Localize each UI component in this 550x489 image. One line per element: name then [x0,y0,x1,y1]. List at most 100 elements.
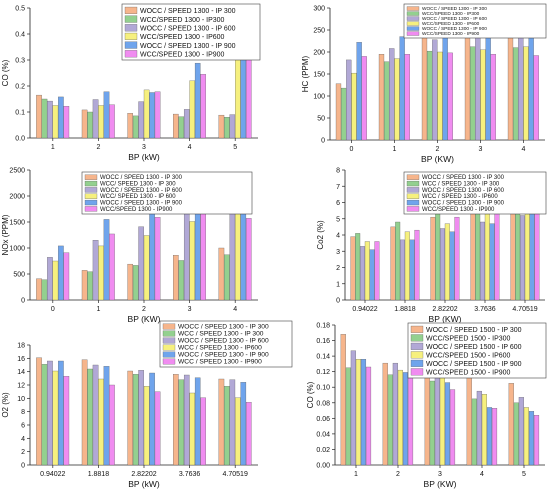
bar [178,379,185,466]
y-tick-label: 1500 [9,220,25,227]
x-axis-label: BP (kW) [128,479,160,489]
bar [173,113,179,139]
x-axis-label: BP (KW) [429,314,462,324]
bar [36,278,42,301]
y-tick-label: 0.4 [15,32,25,39]
legend-swatch [406,174,420,180]
legend-label: WCC / SPEED 1300 - IP900 [178,359,262,366]
bar [178,116,185,139]
legend-label: WCC / SPEED 1300 - IP 300 [422,182,500,188]
legend-swatch [162,351,176,358]
bar [41,98,48,139]
bar [471,398,477,466]
bar [189,221,196,301]
y-axis-label: CO (%) [306,381,315,408]
legend-swatch [162,323,176,330]
bar [92,240,99,301]
x-tick-label: 4 [522,146,526,153]
bar [87,111,93,139]
bar [402,372,409,466]
bar [382,362,388,466]
y-tick-label: 0.5 [15,6,25,13]
bar [189,80,196,139]
y-tick-label: 300 [313,6,325,13]
bar [355,359,361,466]
bar [481,394,487,466]
bar [173,374,179,466]
y-tick-label: 18 [17,343,25,350]
legend-label: WOCC / SPEED 1300 - IP 900 [140,43,236,50]
y-tick-label: 0.12 [316,369,330,376]
legend-label: WCC/SPEED 1300 - IP900 [140,51,225,58]
bar [374,241,380,301]
x-tick-label: 2 [396,471,400,478]
bar [520,215,525,301]
bar [81,270,88,301]
bar [494,205,500,301]
legend-label: WOCC / SPEED 1300 - IP 600 [422,16,487,22]
bar [63,106,70,139]
legend-swatch [124,32,138,40]
y-tick-label: 7 [336,184,340,191]
bar [98,245,104,301]
legend-swatch [406,187,420,193]
bar [533,55,539,141]
x-tick-label: 2 [96,144,100,151]
y-tick-label: 16 [17,356,25,363]
legend-swatch [406,31,420,36]
legend-label: WCC/SPEED 1500 - IP300 [426,335,511,342]
legend: WOCC / SPEED 1300 - IP 300 WCC/SPEED 1300… [121,3,261,61]
bar [52,370,59,466]
legend-label: WOCC / SPEED 1300 - IP 900 [100,201,183,207]
bar [189,392,196,466]
bar [240,382,247,466]
bar [429,380,435,466]
legend-label: WOCC / SPEED 1300 - IP 900 [422,201,505,207]
y-axis-label: O2 (%) [1,392,10,418]
legend-frame [81,171,253,215]
bar [466,376,472,466]
x-tick-label: 5 [522,471,526,478]
legend-label: WCC/ SPEED 1300 - IP 300 [100,182,176,188]
bar [444,223,450,301]
bar [350,236,356,301]
bar [394,58,400,141]
bar [154,391,161,466]
y-tick-label: 4 [336,233,340,240]
legend-frame [403,171,547,215]
bar [138,101,144,139]
bar [529,208,535,301]
bar [173,255,179,301]
bar [407,375,414,466]
legend-swatch [410,334,424,342]
x-tick-label: 5 [233,144,237,151]
legend-swatch [406,21,420,26]
bar [47,100,53,139]
bar [346,59,352,141]
x-tick-label: 4.70519 [512,306,537,313]
y-tick-label: 0.16 [316,338,330,345]
x-axis-label: BP (KW) [424,479,457,489]
y-tick-label: 6 [21,423,25,430]
legend-label: WCC/SPEED 1300 - IP900 [422,31,480,37]
bar [103,366,110,466]
x-axis-label: BP (KW) [128,314,161,324]
bar [224,386,230,466]
chart-6: 0.00 0.02 0.04 0.06 0.08 0.10 0.12 0.14 0.16 0.18… [306,322,547,489]
y-tick-label: 0.02 [316,447,330,454]
bar [58,96,64,139]
bar [400,239,405,301]
y-tick-label: 0.06 [316,416,330,423]
bar [340,334,346,466]
legend-swatch [124,24,138,32]
bar [235,50,241,139]
x-tick-label: 3.7636 [179,471,201,478]
bar [103,91,110,139]
y-tick-label: 1 [336,281,340,288]
bar [58,245,64,301]
bar [470,46,476,141]
bar [491,408,498,466]
bar [92,364,99,466]
bar [154,217,161,301]
